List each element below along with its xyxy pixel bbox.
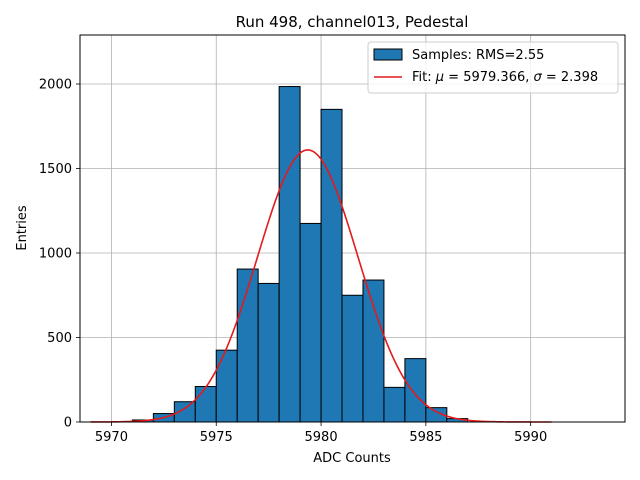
- histogram-bar: [257, 282, 280, 423]
- histogram-bar: [404, 358, 427, 423]
- gaussian-fit-curve: [90, 149, 552, 423]
- legend-box: [367, 41, 619, 94]
- legend-fit-prefix: Fit:: [412, 70, 436, 85]
- legend-fit-label: Fit: μ = 5979.366, σ = 2.398: [412, 70, 598, 85]
- y-tick-label: 2000: [39, 78, 72, 93]
- histogram-bar: [278, 86, 301, 423]
- histogram-bars: [131, 86, 469, 423]
- x-axis-title: ADC Counts: [313, 451, 391, 466]
- histogram-bar: [215, 349, 238, 423]
- y-tick-label: 1500: [39, 162, 72, 177]
- y-tick-label: 500: [47, 331, 72, 346]
- histogram-bar: [341, 294, 364, 423]
- plot-frame: [79, 34, 626, 423]
- x-axis-ticks: 5970 5975 5980 5985 5990: [95, 422, 547, 445]
- x-tick-label: 5985: [409, 430, 442, 445]
- y-axis-ticks: 0 500 1000 1500 2000: [39, 78, 80, 431]
- y-tick-label: 0: [64, 416, 72, 431]
- legend-fit-sigma-text: = 2.398: [542, 70, 598, 85]
- legend-histogram-label: Samples: RMS=2.55: [412, 48, 544, 63]
- legend-fit-mu-text: = 5979.366,: [444, 70, 533, 85]
- legend-fit-mu-symbol: μ: [435, 70, 444, 85]
- x-tick-label: 5970: [95, 430, 128, 445]
- histogram-bar: [383, 386, 406, 423]
- legend-histogram-swatch: [373, 48, 403, 61]
- chart-title: Run 498, channel013, Pedestal: [236, 13, 469, 31]
- x-tick-label: 5975: [200, 430, 233, 445]
- histogram-bar: [194, 386, 217, 423]
- legend-fit-sigma-symbol: σ: [534, 70, 543, 85]
- histogram-bar: [299, 222, 322, 423]
- legend: Samples: RMS=2.55 Fit: μ = 5979.366, σ =…: [367, 41, 619, 94]
- y-axis-title: Entries: [15, 205, 30, 251]
- x-tick-label: 5990: [514, 430, 547, 445]
- fit-curve-layer: [90, 149, 552, 423]
- histogram-bar: [236, 268, 259, 423]
- histogram-bar: [362, 279, 385, 423]
- x-tick-label: 5980: [305, 430, 338, 445]
- y-tick-label: 1000: [39, 247, 72, 262]
- histogram-bar: [320, 108, 343, 423]
